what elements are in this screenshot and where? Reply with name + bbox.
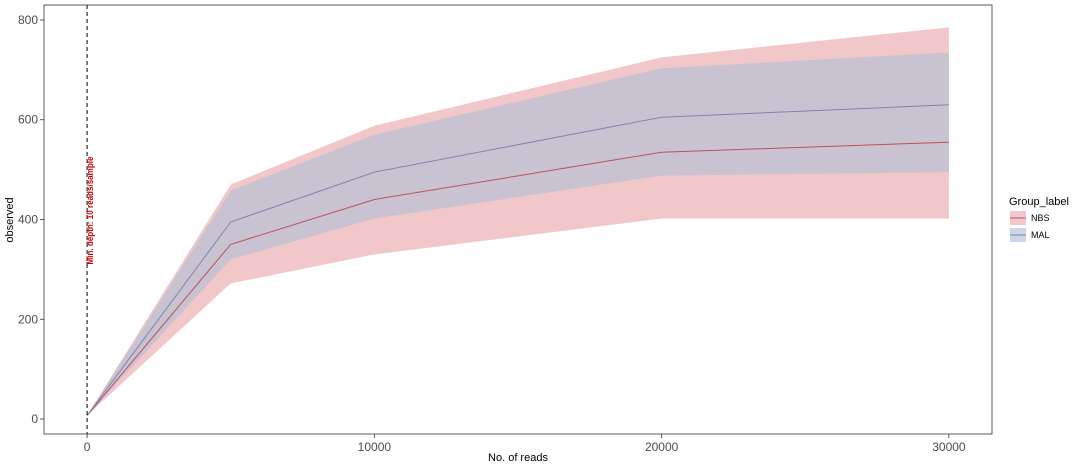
- x-tick-label: 0: [84, 440, 91, 454]
- y-tick-label: 800: [18, 13, 38, 27]
- y-tick-label: 200: [18, 312, 38, 326]
- x-tick-label: 10000: [358, 440, 392, 454]
- band-mal: [87, 52, 949, 416]
- line-mal: [86, 104, 949, 416]
- x-axis-title: No. of reads: [488, 452, 548, 464]
- legend: Group_label NBS MAL: [1009, 196, 1069, 242]
- x-tick-label: 20000: [645, 440, 679, 454]
- x-tick-label: 30000: [932, 440, 966, 454]
- y-axis: 0 200 400 600 800: [18, 13, 44, 426]
- min-depth-marker: Min. depth: 10 reads/sample: [85, 5, 95, 434]
- confidence-bands: [87, 27, 949, 416]
- mean-lines: [86, 104, 949, 416]
- y-axis-title: observed: [4, 197, 16, 242]
- min-depth-label: Min. depth: 10 reads/sample: [85, 157, 95, 265]
- y-tick-label: 0: [31, 412, 38, 426]
- y-tick-label: 600: [18, 113, 38, 127]
- legend-label-mal: MAL: [1031, 230, 1050, 240]
- line-nbs: [86, 141, 949, 416]
- legend-title: Group_label: [1009, 196, 1069, 208]
- legend-key-nbs: [1010, 211, 1026, 225]
- y-tick-label: 400: [18, 213, 38, 227]
- x-axis: 0 10000 20000 30000: [84, 434, 966, 454]
- legend-key-mal: [1010, 228, 1026, 242]
- legend-label-nbs: NBS: [1031, 213, 1050, 223]
